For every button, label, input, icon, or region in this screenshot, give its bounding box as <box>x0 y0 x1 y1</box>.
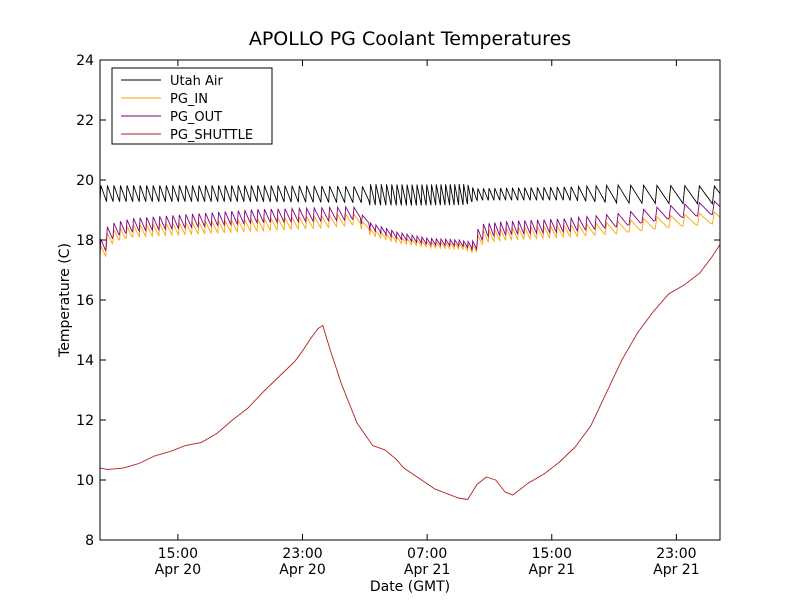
y-tick-label: 12 <box>76 413 94 429</box>
x-axis-title: Date (GMT) <box>370 579 450 595</box>
y-tick-label: 22 <box>76 113 94 129</box>
legend-label: PG_OUT <box>170 110 222 125</box>
x-tick-label-date: Apr 21 <box>529 562 575 578</box>
x-tick-label-date: Apr 20 <box>155 562 201 578</box>
y-tick-label: 10 <box>76 473 94 489</box>
x-tick-label-time: 15:00 <box>532 546 572 562</box>
x-tick-label-time: 15:00 <box>158 546 198 562</box>
legend-box <box>111 67 273 145</box>
x-tick-label-date: Apr 21 <box>404 562 450 578</box>
legend-label: PG_IN <box>170 92 208 107</box>
y-tick-label: 18 <box>76 233 94 249</box>
series-line-pg-shuttle <box>100 244 720 500</box>
series-line-utah-air <box>100 183 720 206</box>
x-tick-label-time: 23:00 <box>282 546 322 562</box>
chart-title: APOLLO PG Coolant Temperatures <box>249 28 571 50</box>
y-tick-label: 8 <box>85 533 94 549</box>
legend-label: Utah Air <box>170 74 223 89</box>
y-tick-label: 14 <box>76 353 94 369</box>
series-line-pg-out <box>100 200 720 253</box>
legend-label: PG_SHUTTLE <box>170 128 253 143</box>
y-tick-label: 20 <box>76 173 94 189</box>
y-tick-label: 16 <box>76 293 94 309</box>
x-tick-label-time: 23:00 <box>656 546 696 562</box>
x-tick-label-date: Apr 20 <box>279 562 325 578</box>
x-tick-label-time: 07:00 <box>407 546 447 562</box>
y-axis-title: Temperature (C) <box>57 243 73 358</box>
legend: Utah Air PG_IN PG_OUT PG_SHUTTLE <box>111 67 273 145</box>
x-tick-label-date: Apr 21 <box>653 562 699 578</box>
y-tick-label: 24 <box>76 53 94 69</box>
